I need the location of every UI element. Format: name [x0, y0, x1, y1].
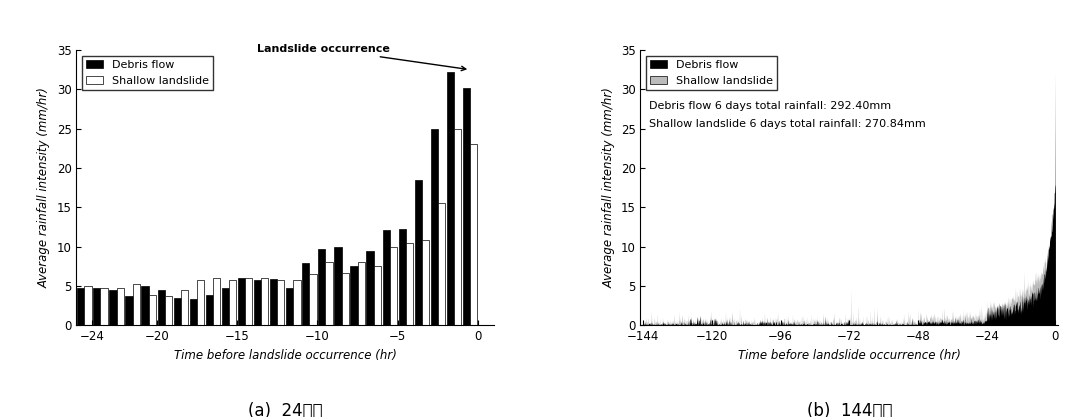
Bar	[383, 230, 389, 325]
Bar	[84, 286, 92, 325]
Bar	[157, 290, 165, 325]
Legend: Debris flow, Shallow landslide: Debris flow, Shallow landslide	[646, 55, 778, 90]
Text: Shallow landslide 6 days total rainfall: 270.84mm: Shallow landslide 6 days total rainfall:…	[649, 119, 926, 129]
Bar	[165, 296, 172, 325]
Bar	[213, 278, 220, 325]
Bar	[133, 284, 140, 325]
Bar	[100, 287, 108, 325]
X-axis label: Time before landslide occurrence (hr): Time before landslide occurrence (hr)	[738, 349, 961, 362]
Bar	[52, 303, 60, 325]
Bar	[45, 310, 52, 325]
Bar	[173, 298, 181, 325]
Text: Debris flow 6 days total rainfall: 292.40mm: Debris flow 6 days total rainfall: 292.4…	[649, 101, 891, 111]
Bar	[221, 287, 229, 325]
Bar	[0, 315, 4, 325]
Bar	[277, 280, 285, 325]
Bar	[125, 296, 133, 325]
Text: (b)  144시간: (b) 144시간	[806, 402, 892, 417]
Bar	[20, 308, 27, 325]
Bar	[117, 287, 123, 325]
Bar	[334, 247, 341, 325]
Bar	[286, 287, 293, 325]
Bar	[36, 306, 44, 325]
Bar	[422, 240, 429, 325]
Bar	[148, 295, 156, 325]
Legend: Debris flow, Shallow landslide: Debris flow, Shallow landslide	[82, 55, 214, 90]
Bar	[190, 299, 196, 325]
Bar	[13, 306, 20, 325]
Bar	[269, 279, 277, 325]
Bar	[196, 281, 204, 325]
Bar	[374, 266, 381, 325]
Y-axis label: Average rainfall intensity (mm/hr): Average rainfall intensity (mm/hr)	[602, 87, 615, 288]
Bar	[341, 274, 349, 325]
Bar	[454, 129, 461, 325]
Bar	[470, 144, 478, 325]
Bar	[93, 288, 100, 325]
Bar	[302, 263, 310, 325]
X-axis label: Time before landslide occurrence (hr): Time before landslide occurrence (hr)	[173, 349, 397, 362]
Text: (a)  24시간: (a) 24시간	[248, 402, 323, 417]
Bar	[77, 288, 84, 325]
Bar	[229, 280, 237, 325]
Bar	[437, 203, 445, 325]
Bar	[245, 278, 252, 325]
Bar	[319, 249, 325, 325]
Bar	[142, 286, 148, 325]
Bar	[181, 290, 188, 325]
Bar	[61, 309, 69, 325]
Bar	[447, 72, 454, 325]
Bar	[293, 280, 300, 325]
Bar	[389, 246, 397, 325]
Bar	[367, 251, 374, 325]
Bar	[406, 243, 413, 325]
Text: Landslide occurrence: Landslide occurrence	[256, 44, 466, 70]
Bar	[69, 292, 75, 325]
Bar	[238, 278, 245, 325]
Bar	[415, 180, 422, 325]
Bar	[254, 280, 261, 325]
Bar	[261, 278, 268, 325]
Bar	[206, 294, 213, 325]
Bar	[4, 309, 11, 325]
Bar	[109, 290, 117, 325]
Y-axis label: Average rainfall intensity (mm/hr): Average rainfall intensity (mm/hr)	[38, 87, 51, 288]
Bar	[463, 88, 470, 325]
Bar	[29, 308, 36, 325]
Bar	[358, 262, 364, 325]
Bar	[325, 262, 333, 325]
Bar	[398, 229, 406, 325]
Bar	[310, 274, 316, 325]
Bar	[431, 129, 437, 325]
Bar	[350, 266, 358, 325]
